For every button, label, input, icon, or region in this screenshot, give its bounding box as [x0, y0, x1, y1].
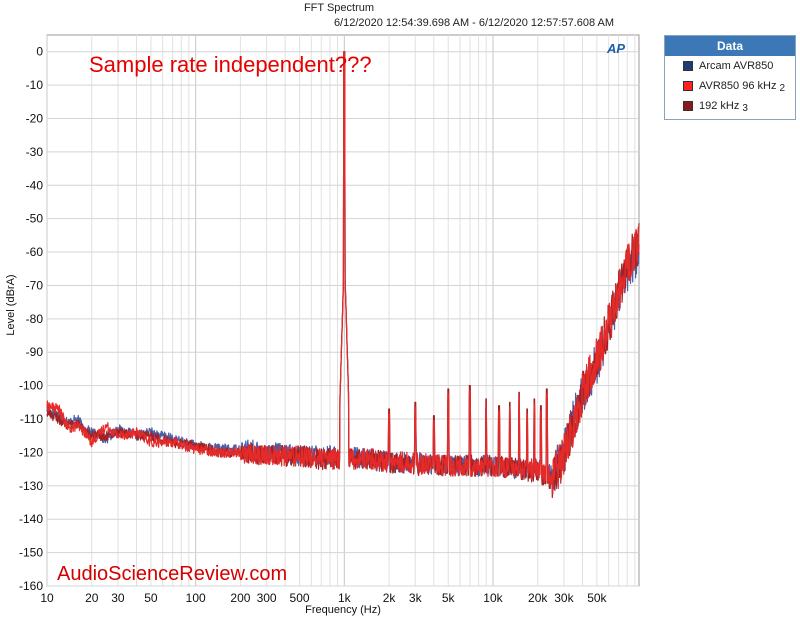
- grid: [46, 35, 639, 587]
- legend: Data Arcam AVR850 AVR850 96 kHz 2 192 kH…: [664, 35, 796, 120]
- legend-item-series-1[interactable]: Arcam AVR850: [665, 56, 795, 76]
- chart-subtitle: 6/12/2020 12:54:39.698 AM - 6/12/2020 12…: [334, 17, 614, 29]
- y-axis-title: Level (dBrA): [5, 274, 17, 335]
- y-tick-label: -70: [26, 278, 44, 292]
- y-tick-label: -150: [19, 546, 43, 560]
- legend-index: 2: [779, 82, 786, 94]
- y-tick-label: -140: [19, 512, 43, 526]
- legend-label: AVR850 96 kHz: [699, 80, 777, 92]
- y-axis: 0 -10 -20 -30 -40 -50 -60 -70 -80 -90 -100 -110 -120…: [19, 45, 43, 593]
- y-tick-label: -40: [26, 178, 44, 192]
- series-line-2: [46, 51, 640, 495]
- x-tick-label: 50k: [587, 591, 607, 605]
- y-tick-label: -60: [26, 245, 44, 259]
- y-tick-label: -110: [20, 412, 43, 426]
- y-tick-label: -50: [26, 212, 44, 226]
- legend-item-series-2[interactable]: AVR850 96 kHz 2: [665, 76, 795, 96]
- annotation-text: Sample rate independent???: [89, 52, 372, 77]
- legend-swatch: [683, 101, 693, 111]
- watermark-text: AudioScienceReview.com: [57, 563, 287, 585]
- x-tick-label: 10: [40, 591, 54, 605]
- legend-index: 3: [742, 102, 748, 114]
- x-tick-label: 20k: [528, 591, 548, 605]
- x-axis-title: Frequency (Hz): [305, 604, 381, 616]
- y-tick-label: -10: [26, 78, 44, 92]
- x-tick-label: 2k: [383, 591, 397, 605]
- chart-title: FFT Spectrum: [304, 2, 374, 14]
- legend-title: Data: [665, 36, 795, 56]
- y-tick-label: -80: [26, 312, 44, 326]
- y-tick-label: -120: [19, 445, 43, 459]
- series-group: [46, 51, 640, 499]
- x-tick-label: 300: [257, 591, 277, 605]
- legend-label: Arcam AVR850: [699, 60, 774, 72]
- legend-swatch: [683, 61, 693, 71]
- x-tick-label: 30k: [554, 591, 574, 605]
- x-tick-label: 30: [111, 591, 125, 605]
- y-tick-label: -30: [26, 145, 44, 159]
- x-tick-label: 10k: [483, 591, 503, 605]
- legend-item-series-3[interactable]: 192 kHz 3: [665, 96, 795, 116]
- x-tick-label: 5k: [442, 591, 456, 605]
- x-tick-label: 3k: [409, 591, 423, 605]
- x-tick-label: 1k: [338, 591, 352, 605]
- x-tick-label: 20: [85, 591, 99, 605]
- x-tick-label: 200: [230, 591, 250, 605]
- y-tick-label: 0: [36, 45, 43, 59]
- y-tick-label: -100: [19, 379, 43, 393]
- ap-logo-icon: AP: [606, 41, 626, 56]
- y-tick-label: -160: [19, 579, 43, 593]
- legend-label: 192 kHz: [699, 100, 740, 112]
- legend-swatch: [683, 81, 693, 91]
- y-tick-label: -130: [19, 479, 43, 493]
- x-axis: 10 20 30 50 100 200 300 500 1k 2k 3k 5k 10k 20k 30k 50k: [40, 591, 607, 605]
- y-tick-label: -20: [26, 111, 44, 125]
- x-tick-label: 500: [290, 591, 310, 605]
- y-tick-label: -90: [26, 345, 44, 359]
- x-tick-label: 50: [144, 591, 158, 605]
- x-tick-label: 100: [186, 591, 206, 605]
